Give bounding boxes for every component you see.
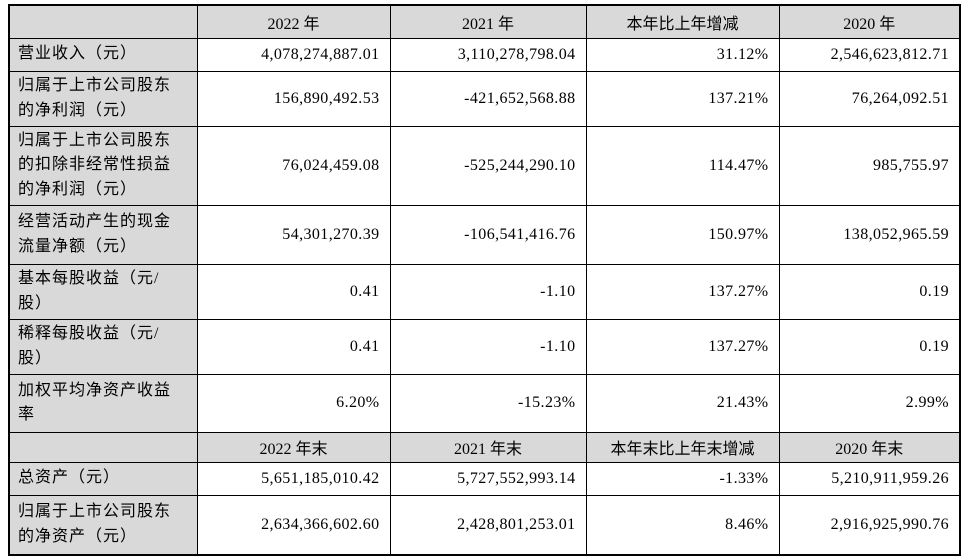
col-header-change-end: 本年末比上年末增减 [585,431,780,463]
cell-value: -15.23% [389,373,587,433]
cell-value: 2.99% [778,373,961,433]
col-header-2021-end: 2021 年末 [389,431,587,463]
cell-value: 150.97% [585,204,780,265]
row-label: 总资产（元） [8,461,198,496]
table-row: 基本每股收益（元/股） 0.41 -1.10 137.27% 0.19 [8,263,961,320]
cell-value: -106,541,416.76 [389,204,587,265]
table-row: 归属于上市公司股东的净利润（元） 156,890,492.53 -421,652… [8,70,961,127]
cell-value: 0.19 [778,318,961,375]
cell-value: -1.10 [389,318,587,375]
cell-value: 137.21% [585,70,780,127]
cell-value: 0.19 [778,263,961,320]
row-label: 归属于上市公司股东的扣除非经常性损益的净利润（元） [8,125,198,206]
col-header-change: 本年比上年增减 [585,4,780,39]
cell-value: 2,916,925,990.76 [778,494,961,556]
corner-cell [8,4,198,39]
table-row: 加权平均净资产收益率 6.20% -15.23% 21.43% 2.99% [8,373,961,433]
cell-value: 21.43% [585,373,780,433]
yearend-header-row: 2022 年末 2021 年末 本年末比上年末增减 2020 年末 [8,431,961,463]
table-row: 稀释每股收益（元/股） 0.41 -1.10 137.27% 0.19 [8,318,961,375]
cell-value: 6.20% [196,373,391,433]
cell-value: 8.46% [585,494,780,556]
cell-value: 114.47% [585,125,780,206]
row-label: 经营活动产生的现金流量净额（元） [8,204,198,265]
cell-value: 137.27% [585,263,780,320]
cell-value: 156,890,492.53 [196,70,391,127]
table-row: 总资产（元） 5,651,185,010.42 5,727,552,993.14… [8,461,961,496]
table-row: 营业收入（元） 4,078,274,887.01 3,110,278,798.0… [8,37,961,72]
table-row: 归属于上市公司股东的净资产（元） 2,634,366,602.60 2,428,… [8,494,961,556]
row-label: 归属于上市公司股东的净利润（元） [8,70,198,127]
row-label: 营业收入（元） [8,37,198,72]
cell-value: 76,024,459.08 [196,125,391,206]
cell-value: 5,651,185,010.42 [196,461,391,496]
cell-value: 31.12% [585,37,780,72]
row-label: 加权平均净资产收益率 [8,373,198,433]
annual-header-row: 2022 年 2021 年 本年比上年增减 2020 年 [8,4,961,39]
cell-value: 54,301,270.39 [196,204,391,265]
cell-value: -421,652,568.88 [389,70,587,127]
cell-value: 2,428,801,253.01 [389,494,587,556]
cell-value: 4,078,274,887.01 [196,37,391,72]
cell-value: 5,727,552,993.14 [389,461,587,496]
cell-value: 985,755.97 [778,125,961,206]
cell-value: 2,546,623,812.71 [778,37,961,72]
cell-value: 76,264,092.51 [778,70,961,127]
cell-value: 2,634,366,602.60 [196,494,391,556]
row-label: 稀释每股收益（元/股） [8,318,198,375]
cell-value: -525,244,290.10 [389,125,587,206]
table-row: 归属于上市公司股东的扣除非经常性损益的净利润（元） 76,024,459.08 … [8,125,961,206]
row-label: 基本每股收益（元/股） [8,263,198,320]
cell-value: 3,110,278,798.04 [389,37,587,72]
row-label: 归属于上市公司股东的净资产（元） [8,494,198,556]
col-header-2020: 2020 年 [778,4,961,39]
col-header-2021: 2021 年 [389,4,587,39]
cell-value: -1.10 [389,263,587,320]
cell-value: 137.27% [585,318,780,375]
cell-value: 0.41 [196,318,391,375]
cell-value: 0.41 [196,263,391,320]
col-header-2020-end: 2020 年末 [778,431,961,463]
cell-value: 138,052,965.59 [778,204,961,265]
cell-value: -1.33% [585,461,780,496]
corner-cell [8,431,198,463]
col-header-2022-end: 2022 年末 [196,431,391,463]
financial-summary-table: 2022 年 2021 年 本年比上年增减 2020 年 营业收入（元） 4,0… [8,4,961,557]
table-row: 经营活动产生的现金流量净额（元） 54,301,270.39 -106,541,… [8,204,961,265]
col-header-2022: 2022 年 [196,4,391,39]
cell-value: 5,210,911,959.26 [778,461,961,496]
